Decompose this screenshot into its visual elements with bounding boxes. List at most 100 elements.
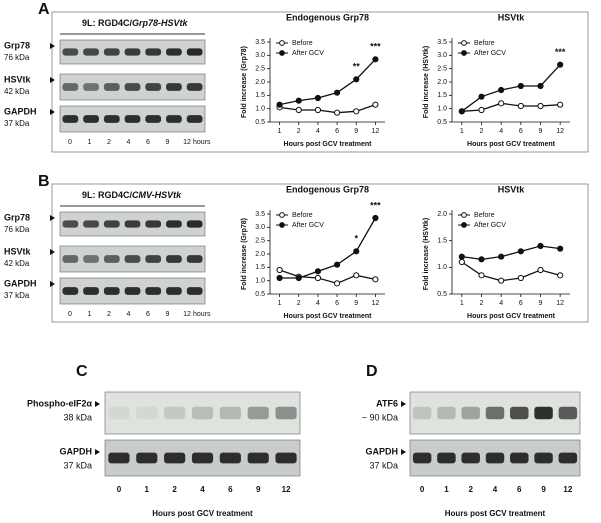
band (558, 452, 578, 464)
series-line (461, 261, 561, 282)
point (372, 214, 379, 222)
blot-label: Grp78 (4, 212, 30, 222)
blot-label: GAPDH (59, 446, 92, 456)
x-tick-label: 9 (539, 128, 543, 135)
band (103, 255, 120, 263)
lane-unit: hours (193, 311, 211, 318)
series-line (279, 58, 376, 106)
x-tick-label: 1 (278, 128, 282, 135)
band (83, 83, 99, 91)
point (517, 102, 524, 110)
point (276, 274, 283, 282)
y-tick-label: 1.5 (437, 92, 447, 99)
legend-label: Before (474, 212, 495, 219)
lane-label: 12 (183, 139, 191, 146)
band (186, 115, 203, 123)
arrow (50, 43, 55, 49)
x-tick-label: 4 (316, 128, 320, 135)
x-axis-label: Hours post GCV treatment (152, 509, 253, 518)
lane-label: 9 (256, 485, 261, 494)
series-line (279, 104, 376, 114)
x-tick-label: 12 (556, 128, 564, 135)
point (314, 94, 322, 102)
blot-size: 37 kDa (63, 460, 92, 470)
band (145, 48, 162, 56)
point (557, 272, 564, 279)
lane-label: 6 (146, 311, 150, 318)
band (124, 255, 141, 263)
y-tick-label: 3.5 (255, 39, 265, 46)
lane-label: 2 (107, 139, 111, 146)
blot-header: 9L: RGD4C/Grp78-HSVtk (82, 18, 189, 28)
band (485, 406, 505, 420)
band (108, 406, 130, 420)
x-axis-label: Hours post GCV treatment (467, 141, 556, 148)
series-line (461, 102, 561, 112)
band (62, 220, 79, 228)
legend-marker (279, 212, 285, 218)
band (166, 48, 182, 56)
x-tick-label: 4 (316, 300, 320, 307)
lane-label: 2 (172, 485, 177, 494)
band (461, 452, 480, 464)
x-axis-label: Hours post GCV treatment (445, 509, 546, 518)
band (191, 452, 214, 464)
point (478, 272, 485, 279)
blot-label: HSVtk (4, 246, 32, 256)
band (412, 452, 432, 464)
band (412, 406, 432, 420)
lane-label: 6 (146, 139, 150, 146)
point (537, 266, 544, 274)
x-tick-label: 2 (297, 300, 301, 307)
panel-label: A (38, 1, 50, 18)
band (124, 83, 141, 91)
blot-header: 9L: RGD4C/CMV-HSVtk (82, 190, 182, 200)
x-tick-label: 1 (460, 300, 464, 307)
lane-label: 9 (541, 485, 546, 494)
x-tick-label: 6 (519, 300, 523, 307)
point (517, 248, 524, 255)
y-tick-label: 1.5 (255, 92, 265, 99)
lane-label: 0 (68, 139, 72, 146)
point (333, 280, 341, 287)
band (108, 452, 130, 464)
band (534, 406, 553, 420)
point (372, 56, 379, 63)
x-tick-label: 6 (519, 128, 523, 135)
lane-label: 4 (127, 139, 131, 146)
x-axis-label: Hours post GCV treatment (284, 141, 373, 148)
band (83, 220, 99, 228)
point (498, 277, 505, 284)
y-tick-label: 3.0 (437, 52, 447, 59)
y-tick-label: 2.0 (437, 79, 447, 86)
point (478, 256, 485, 263)
band (186, 48, 203, 56)
blot (104, 391, 301, 435)
chart-title: HSVtk (498, 12, 526, 22)
y-tick-label: 0.5 (255, 291, 265, 298)
x-tick-label: 12 (372, 128, 380, 135)
y-axis-label: Fold increase (Grp78) (241, 46, 248, 118)
band (124, 115, 141, 123)
legend-marker (461, 222, 467, 228)
series-line (279, 269, 376, 285)
band (145, 287, 162, 295)
point (333, 109, 341, 116)
lane-label: 9 (166, 311, 170, 318)
y-axis-label: Fold increase (HSVtk) (423, 46, 430, 118)
lane-label: 1 (444, 485, 449, 494)
band (124, 220, 141, 228)
header-gene: Grp78-HSVtk (132, 18, 189, 28)
point (557, 101, 564, 108)
band (62, 48, 79, 56)
blot-size: ~ 90 kDa (362, 412, 398, 422)
panel-label: D (366, 363, 378, 380)
y-tick-label: 0.5 (255, 119, 265, 126)
x-tick-label: 9 (354, 300, 358, 307)
band (186, 83, 203, 91)
legend-marker (279, 222, 285, 228)
y-tick-label: 2.0 (255, 251, 265, 258)
point (537, 102, 544, 110)
point (333, 89, 341, 96)
band (166, 287, 182, 295)
